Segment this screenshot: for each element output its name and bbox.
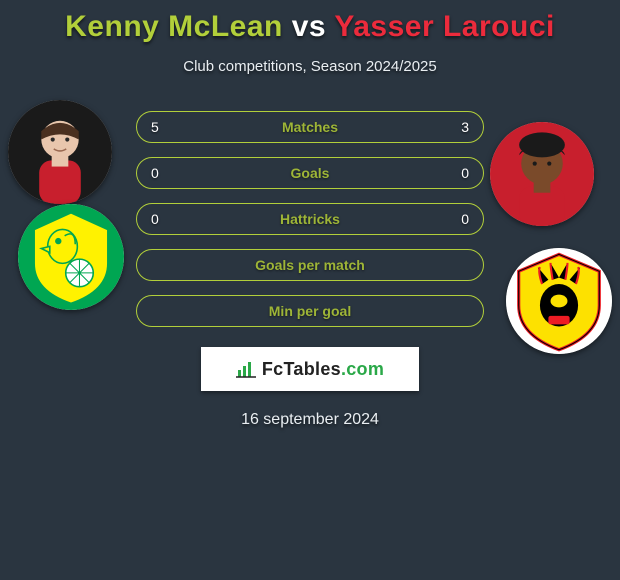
stat-row-matches: 5 Matches 3	[136, 111, 484, 143]
stats-list: 5 Matches 3 0 Goals 0 0 Hattricks 0 Goal…	[136, 111, 484, 327]
brand-pre: FcTables	[262, 359, 341, 379]
stat-left-value: 5	[151, 119, 159, 135]
stat-right-value: 0	[461, 165, 469, 181]
stat-label: Goals	[291, 165, 330, 181]
brand-text: FcTables.com	[262, 359, 384, 380]
stat-label: Min per goal	[269, 303, 351, 319]
stat-row-hattricks: 0 Hattricks 0	[136, 203, 484, 235]
stat-label: Matches	[282, 119, 338, 135]
brand-post: .com	[341, 359, 384, 379]
stat-left-value: 0	[151, 165, 159, 181]
stat-label: Hattricks	[280, 211, 340, 227]
player2-name: Yasser Larouci	[334, 10, 554, 43]
vs-separator: vs	[292, 10, 326, 43]
bar-chart-icon	[236, 359, 256, 379]
stat-left-value: 0	[151, 211, 159, 227]
club-badge-left	[18, 204, 124, 310]
subtitle: Club competitions, Season 2024/2025	[0, 58, 620, 75]
stat-row-min-per-goal: Min per goal	[136, 295, 484, 327]
stat-label: Goals per match	[255, 257, 365, 273]
player1-name: Kenny McLean	[65, 10, 283, 43]
stat-row-goals-per-match: Goals per match	[136, 249, 484, 281]
club-badge-right	[506, 248, 612, 354]
stat-row-goals: 0 Goals 0	[136, 157, 484, 189]
brand-box[interactable]: FcTables.com	[201, 347, 419, 391]
page-title: Kenny McLean vs Yasser Larouci	[0, 0, 620, 44]
player1-photo	[8, 100, 112, 204]
stat-right-value: 0	[461, 211, 469, 227]
stat-right-value: 3	[461, 119, 469, 135]
player2-photo	[490, 122, 594, 226]
snapshot-date: 16 september 2024	[0, 411, 620, 429]
